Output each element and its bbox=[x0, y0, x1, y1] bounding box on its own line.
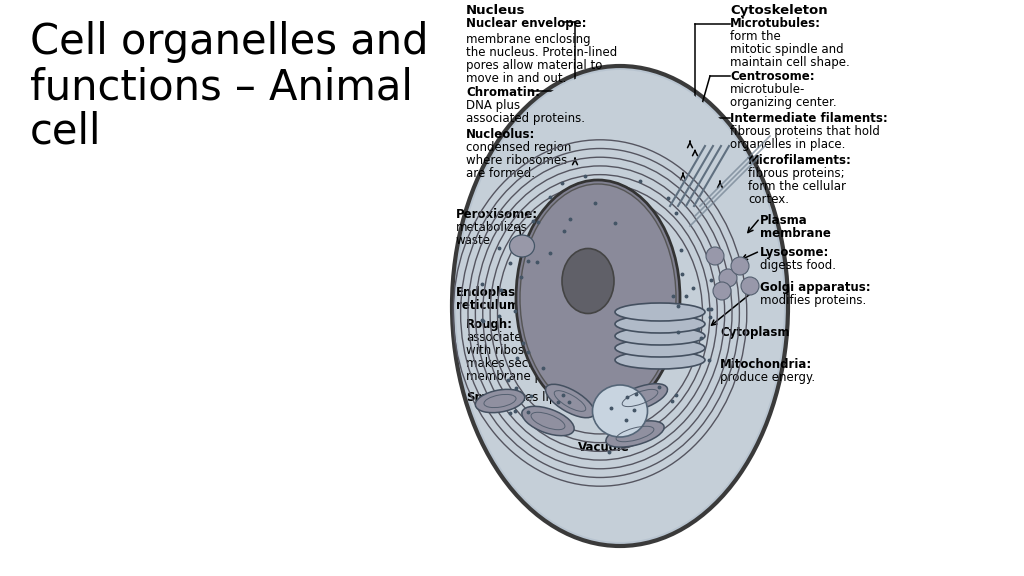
Text: Plasma: Plasma bbox=[760, 214, 808, 227]
Text: associated: associated bbox=[466, 331, 529, 344]
Text: DNA plus: DNA plus bbox=[466, 99, 520, 112]
Text: move in and out.: move in and out. bbox=[466, 72, 566, 85]
Text: are formed.: are formed. bbox=[466, 167, 535, 180]
Text: pores allow material to: pores allow material to bbox=[466, 59, 602, 72]
Ellipse shape bbox=[456, 70, 784, 542]
Ellipse shape bbox=[713, 282, 731, 300]
Ellipse shape bbox=[606, 421, 665, 447]
Text: Peroxisome:: Peroxisome: bbox=[456, 208, 539, 221]
Ellipse shape bbox=[562, 248, 614, 313]
Text: cortex.: cortex. bbox=[748, 193, 790, 206]
Text: modifies proteins.: modifies proteins. bbox=[760, 294, 866, 307]
Text: maintain cell shape.: maintain cell shape. bbox=[730, 56, 850, 69]
Text: Centrosome:: Centrosome: bbox=[730, 70, 815, 83]
Text: the nucleus. Protein-lined: the nucleus. Protein-lined bbox=[466, 46, 617, 59]
Text: where ribosomes: where ribosomes bbox=[466, 154, 567, 167]
Ellipse shape bbox=[612, 384, 668, 412]
Text: with ribosomes;: with ribosomes; bbox=[466, 344, 560, 357]
Ellipse shape bbox=[520, 184, 676, 412]
Ellipse shape bbox=[510, 235, 535, 257]
Ellipse shape bbox=[706, 247, 724, 265]
Text: Endoplasmic: Endoplasmic bbox=[456, 286, 540, 299]
Text: membrane: membrane bbox=[760, 227, 830, 240]
Ellipse shape bbox=[615, 303, 705, 321]
Ellipse shape bbox=[731, 257, 749, 275]
Ellipse shape bbox=[615, 315, 705, 333]
Text: Vacuole: Vacuole bbox=[579, 441, 630, 454]
Text: Lysosome:: Lysosome: bbox=[760, 246, 829, 259]
Text: Smooth:: Smooth: bbox=[466, 391, 521, 404]
Text: form the cellular: form the cellular bbox=[748, 180, 846, 193]
Text: membrane enclosing: membrane enclosing bbox=[466, 33, 591, 46]
Ellipse shape bbox=[475, 389, 524, 412]
Text: organizing center.: organizing center. bbox=[730, 96, 837, 109]
Text: Golgi apparatus:: Golgi apparatus: bbox=[760, 281, 870, 294]
Text: microtubule-: microtubule- bbox=[730, 83, 805, 96]
Ellipse shape bbox=[546, 384, 595, 418]
Text: Chromatin:: Chromatin: bbox=[466, 86, 540, 99]
Text: Cell organelles and: Cell organelles and bbox=[30, 21, 428, 63]
Ellipse shape bbox=[719, 269, 737, 287]
Text: mitotic spindle and: mitotic spindle and bbox=[730, 43, 844, 56]
Text: membrane proteins.: membrane proteins. bbox=[466, 370, 587, 383]
Text: Mitochondria:: Mitochondria: bbox=[720, 358, 812, 371]
Text: associated proteins.: associated proteins. bbox=[466, 112, 585, 125]
Text: Cytoplasm: Cytoplasm bbox=[720, 326, 790, 339]
Text: Intermediate filaments:: Intermediate filaments: bbox=[730, 112, 888, 125]
Text: produce energy.: produce energy. bbox=[720, 371, 815, 384]
Ellipse shape bbox=[615, 327, 705, 345]
Text: functions – Animal: functions – Animal bbox=[30, 66, 413, 108]
Text: Rough:: Rough: bbox=[466, 318, 513, 331]
Text: makes secretory and: makes secretory and bbox=[466, 357, 590, 370]
Text: Microtubules:: Microtubules: bbox=[730, 17, 821, 30]
Text: fibrous proteins that hold: fibrous proteins that hold bbox=[730, 125, 880, 138]
Text: condensed region: condensed region bbox=[466, 141, 571, 154]
Text: Nuclear envelope:: Nuclear envelope: bbox=[466, 17, 587, 30]
Text: fibrous proteins;: fibrous proteins; bbox=[748, 167, 845, 180]
Text: Cytoskeleton: Cytoskeleton bbox=[730, 4, 827, 17]
Text: makes lipids.: makes lipids. bbox=[466, 391, 578, 404]
Ellipse shape bbox=[516, 180, 680, 416]
Text: form the: form the bbox=[730, 30, 780, 43]
Ellipse shape bbox=[741, 277, 759, 295]
Text: organelles in place.: organelles in place. bbox=[730, 138, 846, 151]
Ellipse shape bbox=[522, 406, 574, 435]
Ellipse shape bbox=[593, 385, 647, 437]
Text: metabolizes: metabolizes bbox=[456, 221, 527, 234]
Text: cell: cell bbox=[30, 111, 101, 153]
Text: Nucleolus:: Nucleolus: bbox=[466, 128, 536, 141]
Ellipse shape bbox=[615, 351, 705, 369]
Text: reticulum: reticulum bbox=[456, 299, 519, 312]
Ellipse shape bbox=[615, 339, 705, 357]
Text: Nucleus: Nucleus bbox=[466, 4, 525, 17]
Text: digests food.: digests food. bbox=[760, 259, 836, 272]
Ellipse shape bbox=[452, 66, 788, 546]
Text: waste: waste bbox=[456, 234, 490, 247]
Text: Microfilaments:: Microfilaments: bbox=[748, 154, 852, 167]
